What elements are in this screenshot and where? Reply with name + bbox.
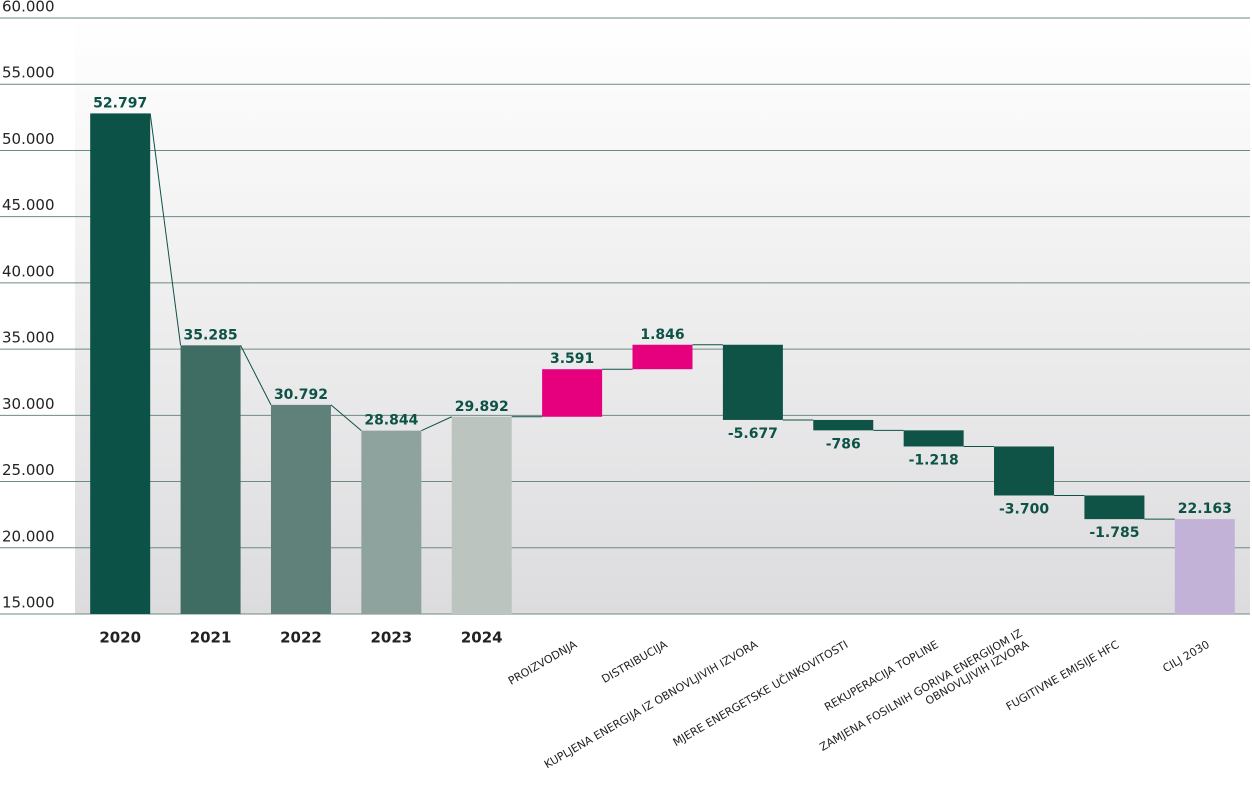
value-label: -3.700 <box>999 501 1049 517</box>
bar <box>361 430 422 614</box>
value-label: -1.785 <box>1089 525 1139 541</box>
y-tick-label: 55.000 <box>2 64 55 82</box>
x-tick-label: DISTRIBUCIJA <box>599 638 669 686</box>
y-tick-label: 45.000 <box>2 196 55 214</box>
y-tick-label: 30.000 <box>2 395 55 413</box>
y-tick-label: 25.000 <box>2 461 55 479</box>
x-tick-label: CILJ 2030 <box>1160 638 1211 675</box>
value-label: 35.285 <box>184 327 238 343</box>
bar <box>90 113 151 615</box>
bar <box>270 404 331 614</box>
value-label: -1.218 <box>909 452 959 468</box>
connector <box>330 404 362 432</box>
bar <box>813 419 874 431</box>
x-tick-label: 2020 <box>99 629 141 647</box>
bar <box>632 344 693 370</box>
x-tick-label: 2021 <box>190 629 232 647</box>
y-tick-label: 60.000 <box>2 0 55 16</box>
bar <box>451 416 512 614</box>
connector <box>149 113 182 346</box>
x-tick-label: 2024 <box>461 629 503 647</box>
y-tick-label: 35.000 <box>2 329 55 347</box>
bar <box>542 369 603 417</box>
value-label: 28.844 <box>364 413 418 429</box>
value-label: 29.892 <box>455 399 509 415</box>
y-tick-label: 50.000 <box>2 130 55 148</box>
connector <box>421 416 452 432</box>
y-tick-label: 40.000 <box>2 262 55 280</box>
value-label: 22.163 <box>1178 501 1232 517</box>
bar <box>1174 519 1235 614</box>
value-label: -5.677 <box>728 426 778 442</box>
bar <box>1084 495 1145 520</box>
plot-background <box>75 18 1250 614</box>
bar <box>180 345 241 614</box>
y-tick-label: 15.000 <box>2 594 55 612</box>
value-label: 1.846 <box>640 327 684 343</box>
x-tick-label: MJERE ENERGETSKE UČINKOVITOSTI <box>671 638 851 749</box>
value-label: 30.792 <box>274 387 328 403</box>
x-tick-label: 2022 <box>280 629 322 647</box>
value-label: -786 <box>826 436 861 452</box>
y-tick-label: 20.000 <box>2 527 55 545</box>
bar <box>722 344 783 420</box>
bar <box>903 430 964 447</box>
connector <box>240 345 272 406</box>
value-label: 52.797 <box>93 95 147 111</box>
x-tick-label: 2023 <box>370 629 412 647</box>
value-label: 3.591 <box>550 351 594 367</box>
bar <box>994 446 1055 496</box>
x-tick-label: PROIZVODNJA <box>506 638 580 688</box>
